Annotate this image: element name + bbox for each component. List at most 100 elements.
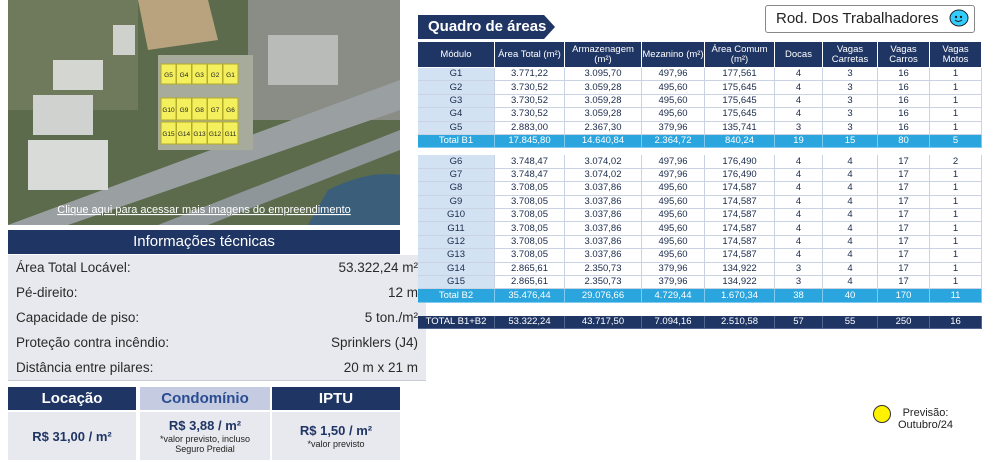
table-cell: 4 [775,222,823,236]
table-cell: 7.094,16 [642,315,705,330]
table-cell: 3 [823,94,878,109]
map-link[interactable]: Clique aqui para acessar mais imagens do… [57,204,351,216]
legend: Previsão: Outubro/24 [898,407,953,431]
table-cell: 3.037,86 [565,195,642,209]
table-cell: G7 [418,168,495,183]
table-cell: 40 [823,289,878,303]
table-cell: 1 [930,249,982,263]
table-cell: 17 [878,195,930,209]
table-cell: 1 [930,121,982,135]
column-header: Módulo [418,42,495,68]
tech-row: Pé-direito: 12 m [8,280,426,306]
table-cell: 177,561 [705,68,775,82]
table-cell: 4 [823,276,878,290]
table-cell: Total B1 [418,135,495,149]
table-cell: TOTAL B1+B2 [418,315,495,330]
tech-row: Distância entre pilares: 20 m x 21 m [8,355,426,381]
table-cell: 495,60 [642,249,705,263]
table-cell: 3 [775,276,823,290]
legend-marker [873,405,891,423]
column-header: Mezanino (m²) [642,42,705,68]
column-header: Vagas Motos [930,42,982,68]
block-label: G12 [209,131,222,138]
table-cell: 3.074,02 [565,168,642,183]
table-cell: 1 [930,81,982,95]
table-cell: 4 [823,249,878,263]
block-label: G6 [226,107,235,114]
block-label: G10 [162,107,175,114]
block-label: G2 [211,72,220,79]
table-cell: 43.717,50 [565,315,642,330]
table-cell: Total B2 [418,289,495,303]
table-cell: 3.708,05 [495,235,565,250]
cost-header: Condomínio [140,387,270,410]
table-cell: 1 [930,108,982,122]
table-cell: 3.059,28 [565,108,642,122]
table-cell: 1 [930,182,982,196]
tech-label: Área Total Locável: [16,260,131,275]
table-cell: 1 [930,276,982,290]
table-cell: 15 [823,135,878,149]
legend-line: Outubro/24 [898,419,954,431]
table-cell: 1 [930,222,982,236]
table-cell: 55 [823,315,878,330]
table-cell: 4 [775,195,823,209]
table-cell: 4 [823,195,878,209]
table-cell: 175,645 [705,108,775,122]
table-cell: G14 [418,262,495,276]
table-cell: 3.730,52 [495,94,565,109]
table-cell: 4 [775,168,823,183]
table-cell: 17 [878,249,930,263]
table-cell: 170 [878,289,930,303]
table-cell: 840,24 [705,135,775,149]
table-cell: 497,96 [642,68,705,82]
table-cell: 175,645 [705,81,775,95]
table-cell: 495,60 [642,108,705,122]
table-cell: 176,490 [705,168,775,183]
table-cell: 4 [823,209,878,223]
table-cell: 3 [823,81,878,95]
table-cell: 495,60 [642,94,705,109]
table-cell: 17.845,80 [495,135,565,149]
table-cell: 3 [823,108,878,122]
table-cell: 17 [878,222,930,236]
table-cell: 134,922 [705,262,775,276]
table-cell: 3 [775,262,823,276]
table-cell: 16 [878,81,930,95]
table-cell: G10 [418,209,495,223]
table-cell: 1 [930,68,982,82]
block-label: G15 [162,131,175,138]
table-cell: 17 [878,276,930,290]
table-cell: 16 [878,121,930,135]
tech-value: 5 ton./m² [364,310,418,325]
table-cell: 497,96 [642,168,705,183]
tech-row: Capacidade de piso: 5 ton./m² [8,305,426,331]
column-header: Docas [775,42,823,68]
table-cell: G9 [418,195,495,209]
table-cell: G13 [418,249,495,263]
table-cell: 38 [775,289,823,303]
table-cell: 1 [930,168,982,183]
table-cell: 176,490 [705,155,775,169]
table-cell: 174,587 [705,235,775,250]
table-cell: 497,96 [642,155,705,169]
column-header: Área Comum (m²) [705,42,775,68]
table-cell: 17 [878,262,930,276]
table-cell: 4 [775,81,823,95]
table-cell: 16 [878,68,930,82]
table-cell: 495,60 [642,222,705,236]
table-cell: G2 [418,81,495,95]
cost-box: R$ 1,50 / m² *valor previsto [272,412,400,460]
table-cell: 3.037,86 [565,249,642,263]
table-cell: 4 [823,168,878,183]
location: Rod. Dos Trabalhadores [776,10,939,27]
table-cell: 495,60 [642,81,705,95]
column-header: Armazenagem (m²) [565,42,642,68]
table-cell: 2.350,73 [565,262,642,276]
table-cell: 1 [930,195,982,209]
table-cell: 3.748,47 [495,155,565,169]
block-label: G7 [211,107,220,114]
table-cell: 3.059,28 [565,81,642,95]
table-cell: 4 [775,108,823,122]
table-cell: G3 [418,94,495,109]
